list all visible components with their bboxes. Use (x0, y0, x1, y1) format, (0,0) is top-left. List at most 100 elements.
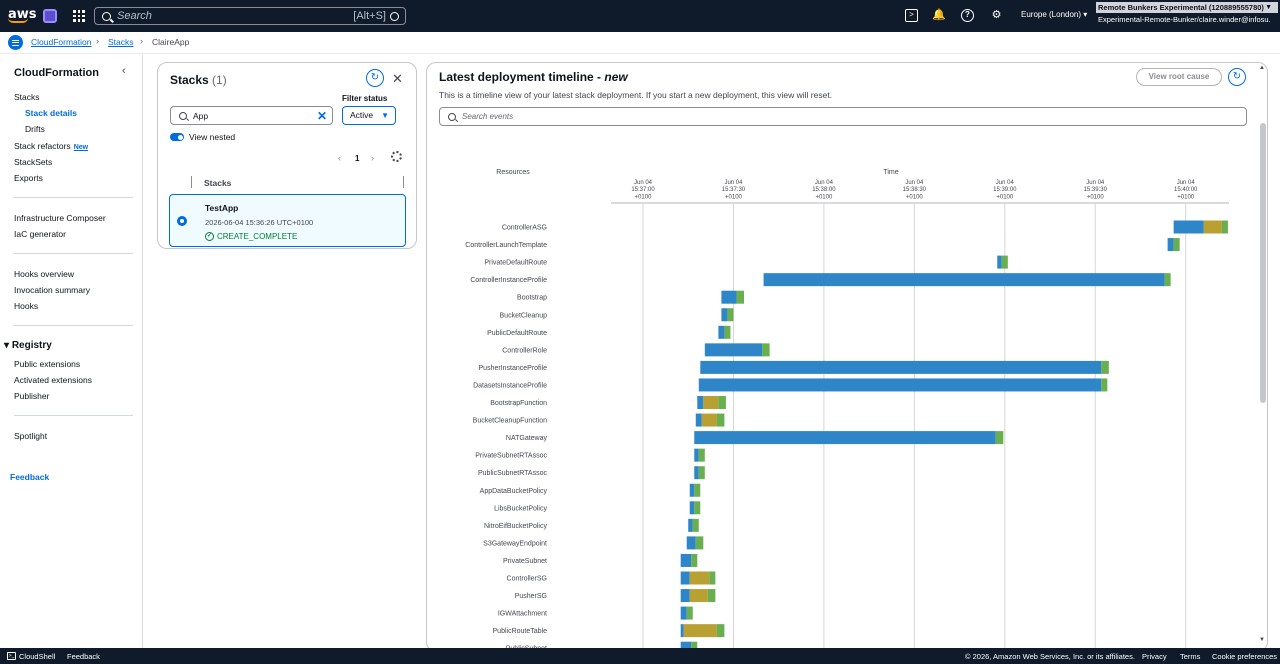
scrollbar-thumb[interactable] (1260, 123, 1266, 403)
page-number[interactable]: 1 (355, 154, 360, 163)
close-panel-icon[interactable]: ✕ (392, 71, 403, 86)
resource-label: Bootstrap (517, 295, 547, 302)
tick-label: 15:38:30 (903, 187, 927, 193)
timeline-bar-complete (1001, 255, 1008, 269)
timeline-bar-in-progress (721, 290, 737, 304)
sidebar-divider (14, 253, 133, 254)
tick-label: Jun 04 (1177, 180, 1196, 186)
breadcrumb-stacks[interactable]: Stacks (108, 37, 134, 47)
notifications-bell-icon[interactable]: 🔔 (932, 9, 946, 21)
services-grid-icon[interactable] (73, 10, 85, 22)
caret-down-icon: ▼ (381, 111, 389, 120)
resources-header: Resources (496, 169, 530, 176)
stack-name[interactable]: TestApp (205, 203, 239, 213)
success-check-icon: ✓ (205, 232, 214, 241)
footer-cookies[interactable]: Cookie preferences (1212, 652, 1278, 661)
sidebar-title[interactable]: CloudFormation (14, 67, 99, 79)
cloudshell-icon[interactable]: > (905, 9, 918, 22)
search-placeholder: Search (117, 10, 152, 22)
resource-label: DatasetsInstanceProfile (473, 382, 547, 389)
sidebar-section-registry[interactable]: ▾ Registry (4, 340, 52, 351)
footer-cloudshell[interactable]: CloudShell (19, 652, 56, 661)
global-search-input[interactable]: Search [Alt+S] (94, 7, 406, 25)
aws-logo[interactable]: aws (8, 7, 37, 23)
sidebar-item-infrastructure-composer[interactable]: Infrastructure Composer (14, 213, 106, 223)
sidebar-item-exports[interactable]: Exports (14, 173, 43, 183)
stack-status: ✓ CREATE_COMPLETE (205, 232, 297, 241)
preferences-gear-icon[interactable] (391, 151, 402, 162)
resource-label: NitroEifBucketPolicy (484, 523, 548, 530)
sidebar-item-stacksets[interactable]: StackSets (14, 157, 53, 167)
breadcrumb-cloudformation[interactable]: CloudFormation (31, 37, 92, 47)
registry-heading: Registry (11, 340, 52, 351)
side-nav-toggle-button[interactable] (8, 35, 23, 50)
refresh-stacks-button[interactable]: ↻ (366, 69, 384, 87)
breadcrumb-current: ClaireApp (152, 37, 190, 47)
sidebar-item-stack-refactors[interactable]: Stack refactors New (14, 141, 88, 151)
region-label: Europe (London) (1021, 10, 1082, 19)
search-icon (448, 112, 456, 121)
filter-status-value: Active (350, 110, 374, 120)
side-navigation: CloudFormation ‹ Stacks Stack details Dr… (0, 55, 143, 648)
timeline-bar-in-progress (680, 571, 690, 585)
account-menu[interactable]: Remote Bunkers Experimental (12088955578… (1096, 2, 1278, 13)
timeline-bar-complete (716, 624, 725, 638)
timeline-bar-complete (698, 448, 705, 462)
scroll-down-icon[interactable]: ▼ (1259, 637, 1265, 643)
next-page-icon[interactable]: › (371, 153, 374, 163)
footer-privacy[interactable]: Privacy (1142, 652, 1167, 661)
prev-page-icon[interactable]: ‹ (338, 153, 341, 163)
sidebar-divider (14, 197, 133, 198)
resource-label: ControllerSG (507, 576, 547, 583)
tick-label: Jun 04 (905, 180, 924, 186)
sidebar-item-iac-generator[interactable]: IaC generator (14, 229, 66, 239)
timeline-bar-complete (1173, 238, 1180, 252)
cloudshell-icon[interactable]: >_ (7, 652, 16, 660)
clear-search-icon[interactable] (390, 11, 399, 21)
region-selector[interactable]: Europe (London) ▾ (1021, 10, 1088, 19)
sidebar-divider (14, 325, 133, 326)
stack-radio-button[interactable] (177, 216, 187, 226)
sidebar-item-stacks[interactable]: Stacks (14, 92, 40, 102)
clear-filter-icon[interactable]: ✕ (316, 108, 327, 123)
app-icon[interactable] (43, 9, 57, 23)
timeline-bar-complete (707, 589, 716, 603)
footer-terms[interactable]: Terms (1180, 652, 1201, 661)
view-root-cause-button[interactable]: View root cause (1136, 68, 1222, 86)
sidebar-item-hooks[interactable]: Hooks (14, 301, 39, 311)
sidebar-item-spotlight[interactable]: Spotlight (14, 431, 48, 441)
sidebar-item-activated-extensions[interactable]: Activated extensions (14, 375, 92, 385)
timeline-bar-in-progress (1167, 238, 1174, 252)
filter-status-select[interactable]: Active ▼ (342, 106, 396, 125)
timeline-bar-complete (709, 571, 716, 585)
stacks-column-header[interactable]: Stacks (204, 178, 232, 188)
search-icon (179, 111, 187, 120)
tick-label: +0100 (725, 194, 743, 200)
sidebar-item-stack-details[interactable]: Stack details (25, 108, 77, 118)
search-events-input[interactable]: Search events (439, 107, 1247, 126)
table-row[interactable]: TestApp 2026-06-04 15:36:26 UTC+0100 ✓ CR… (169, 194, 406, 247)
view-nested-toggle[interactable] (170, 133, 184, 141)
refresh-timeline-button[interactable]: ↻ (1228, 68, 1246, 86)
collapse-sidebar-icon[interactable]: ‹ (122, 65, 126, 77)
top-navigation-bar: aws Search [Alt+S] > 🔔 ? ⚙ Europe (Londo… (0, 0, 1280, 32)
sidebar-feedback-link[interactable]: Feedback (10, 472, 50, 482)
sidebar-item-public-extensions[interactable]: Public extensions (14, 359, 81, 369)
timeline-bar-complete (1101, 378, 1108, 392)
timeline-scrollbar[interactable]: ▲ ▼ (1259, 63, 1267, 651)
timeline-bar-config (701, 413, 717, 427)
timeline-bar-in-progress (694, 448, 699, 462)
sidebar-divider (14, 415, 133, 416)
stack-filter-input[interactable]: App ✕ (170, 106, 333, 125)
scroll-up-icon[interactable]: ▲ (1259, 65, 1265, 71)
sidebar-item-hooks-overview[interactable]: Hooks overview (14, 269, 74, 279)
timeline-bar-complete (691, 553, 698, 567)
footer-feedback[interactable]: Feedback (67, 652, 100, 661)
sidebar-item-invocation-summary[interactable]: Invocation summary (14, 285, 91, 295)
search-events-placeholder: Search events (462, 112, 514, 121)
sidebar-item-publisher[interactable]: Publisher (14, 391, 50, 401)
timeline-bar-in-progress (721, 308, 728, 322)
sidebar-item-drifts[interactable]: Drifts (25, 124, 45, 134)
help-icon[interactable]: ? (961, 9, 974, 22)
settings-gear-icon[interactable]: ⚙ (991, 9, 1002, 21)
